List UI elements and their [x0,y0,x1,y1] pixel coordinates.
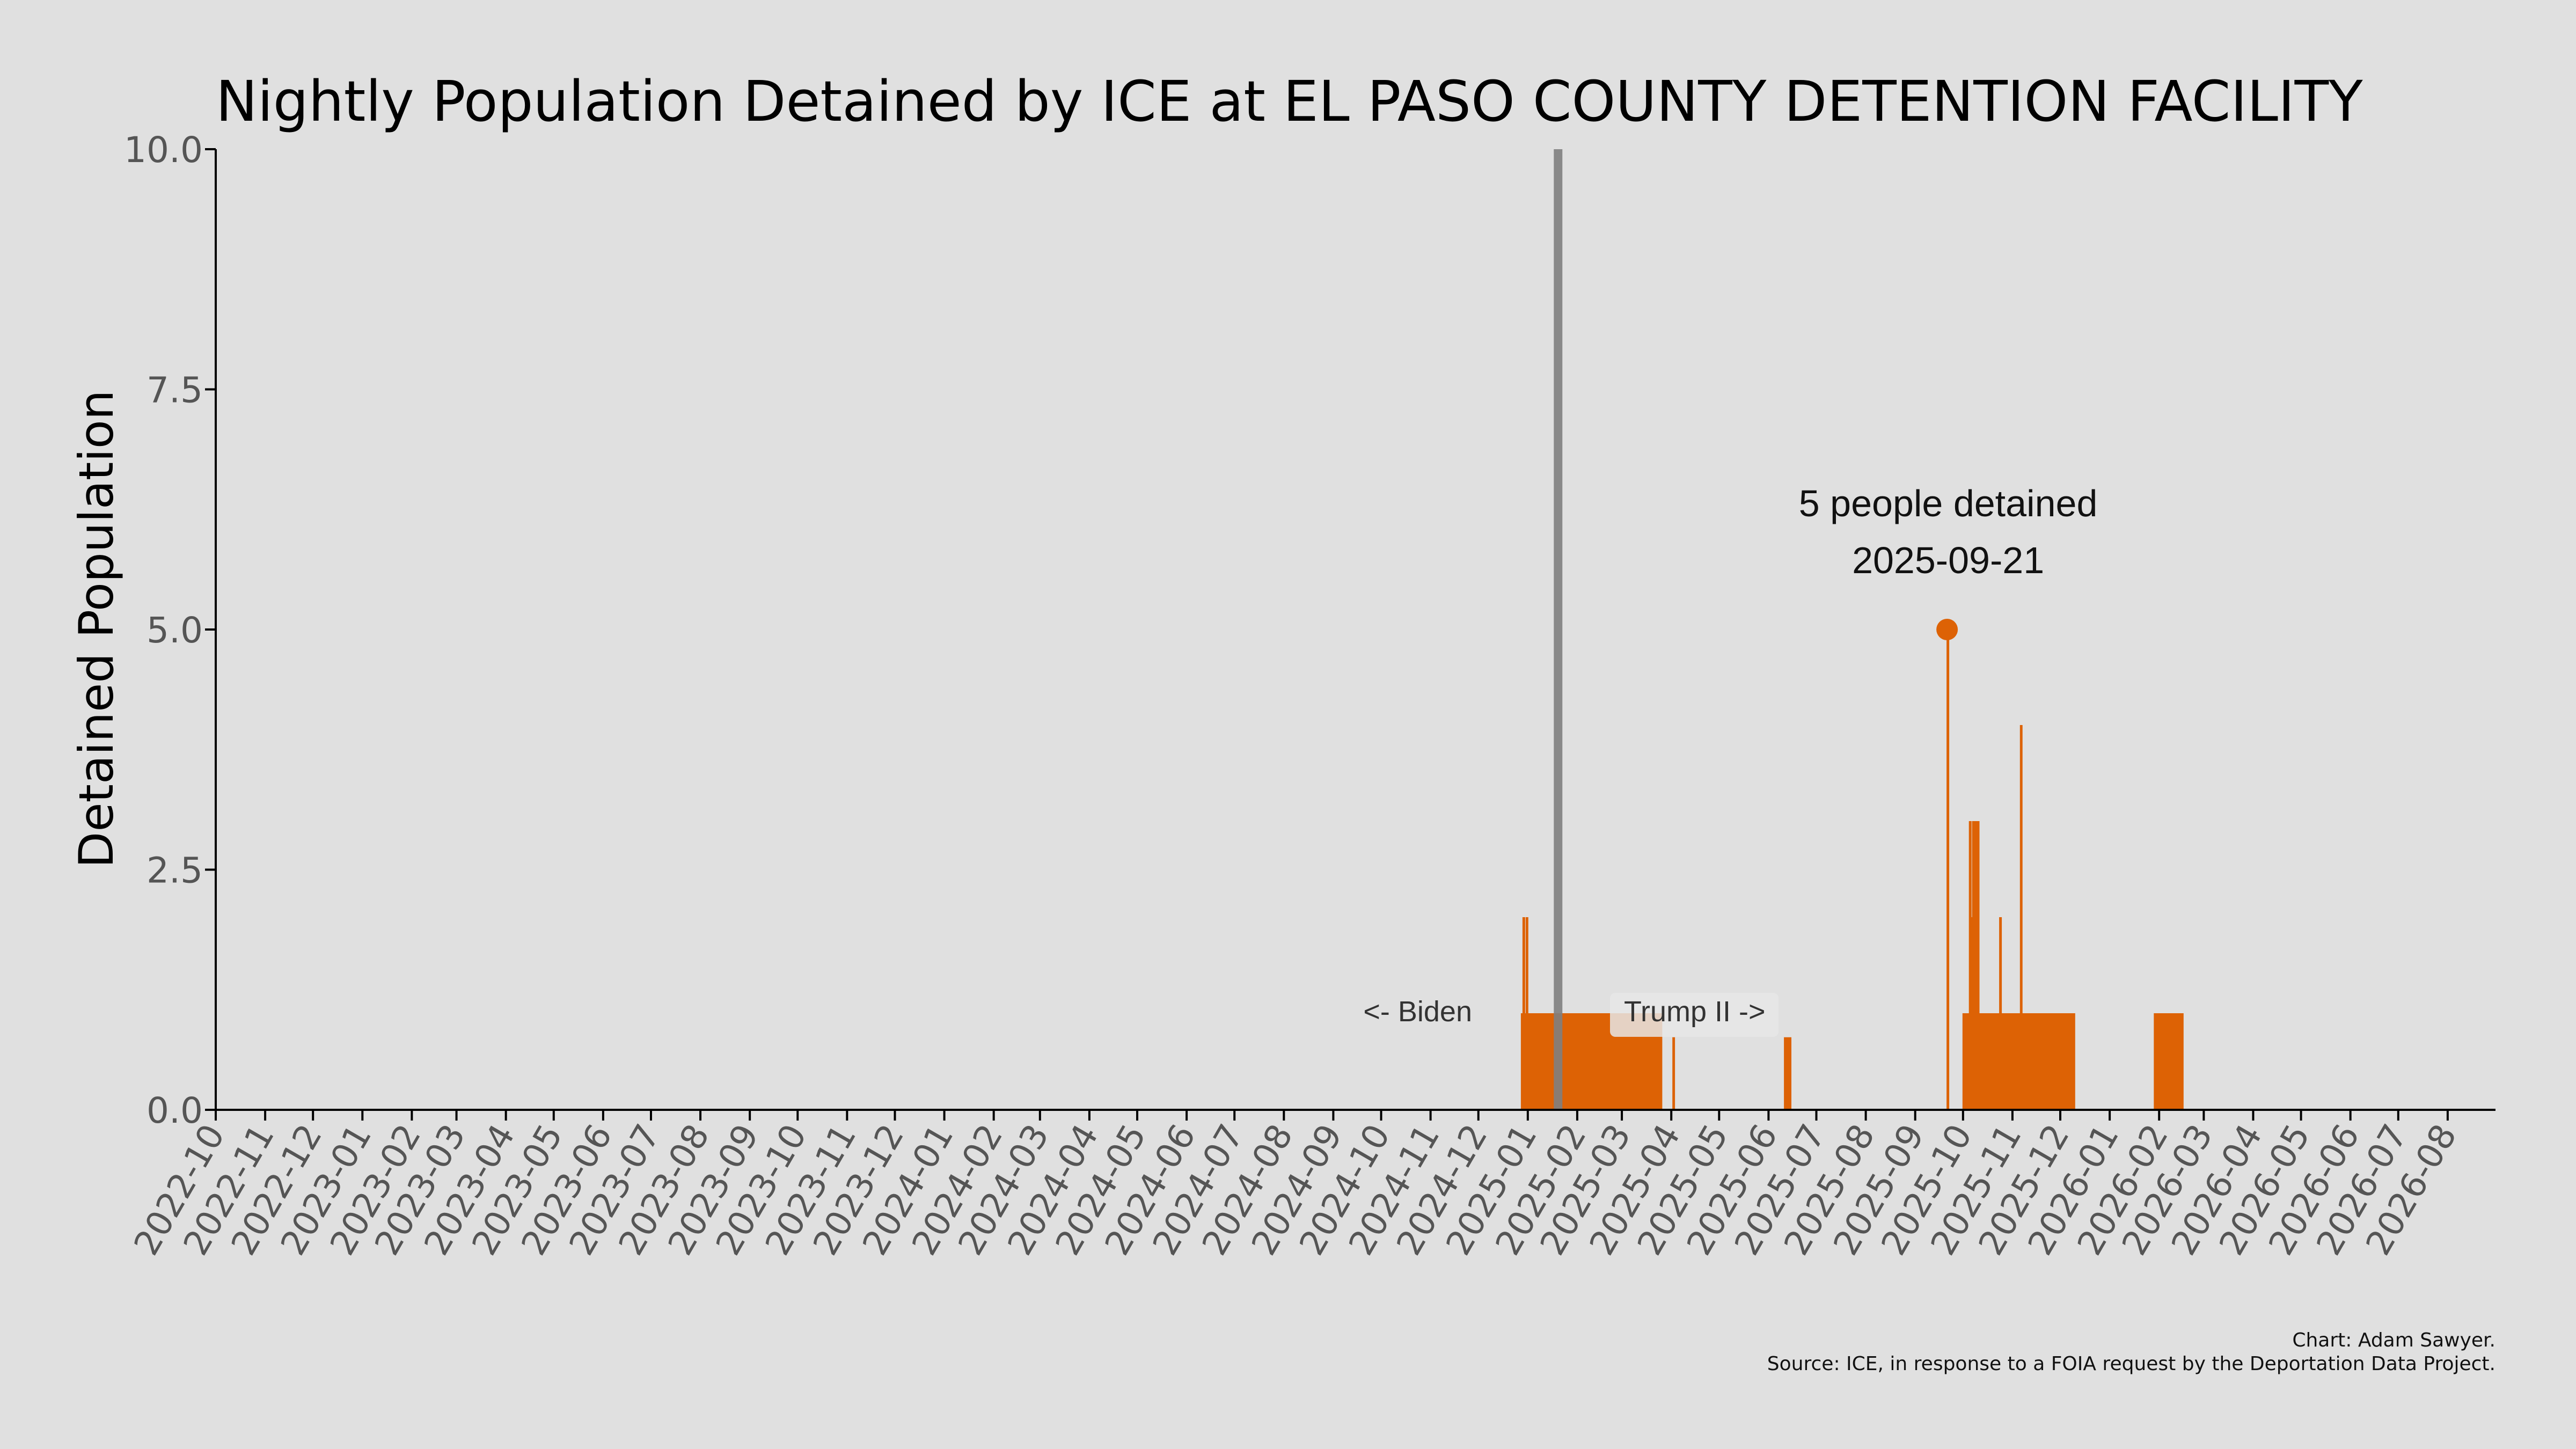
peak-marker [1936,619,1958,640]
y-tick-label: 5.0 [147,610,203,651]
y-tick-label: 10.0 [124,129,203,171]
plot-area: 0.02.55.07.510.02022-102022-112022-12202… [124,129,2496,1262]
chart-source: Source: ICE, in response to a FOIA reque… [1767,1353,2496,1375]
y-tick-label: 7.5 [147,370,203,411]
peak-value-label: 5 people detained [1799,482,2098,524]
y-tick-label: 0.0 [147,1090,203,1131]
trump-label-box [1610,993,1779,1037]
chart-title: Nightly Population Detained by ICE at EL… [216,69,2363,134]
series-area-0 [1520,629,2185,1110]
y-axis-label: Detained Population [69,390,124,868]
peak-date-label: 2025-09-21 [1852,539,2044,581]
trump-era-label: Trump II -> [1624,996,1766,1028]
biden-era-label: <- Biden [1363,996,1472,1028]
y-tick-label: 2.5 [147,850,203,891]
chart-credit: Chart: Adam Sawyer. [2292,1329,2496,1351]
